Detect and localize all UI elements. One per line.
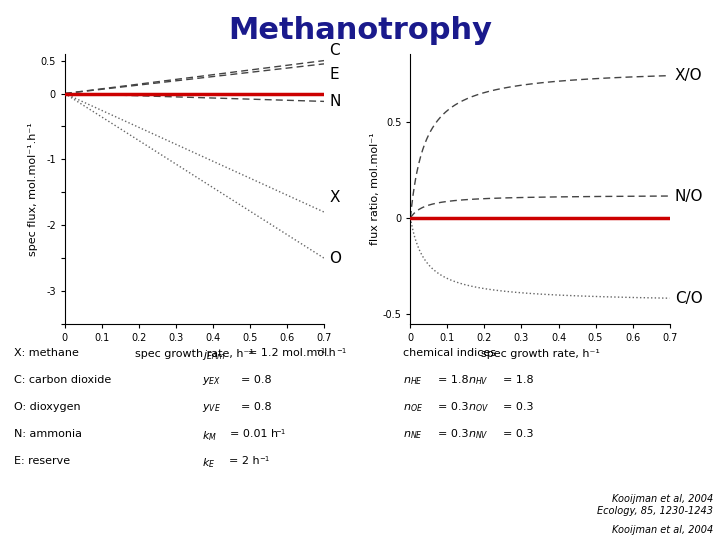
Text: $n_{NV}$: $n_{NV}$ <box>468 429 489 441</box>
Text: $n_{HV}$: $n_{HV}$ <box>468 375 489 387</box>
Text: = 0.01 h: = 0.01 h <box>230 429 279 440</box>
Text: C: C <box>329 43 340 58</box>
X-axis label: spec growth rate, h⁻¹: spec growth rate, h⁻¹ <box>135 349 254 359</box>
Text: chemical indices: chemical indices <box>403 348 496 359</box>
Text: .h: .h <box>325 348 336 359</box>
Text: $k_M$: $k_M$ <box>202 429 217 443</box>
Text: C: carbon dioxide: C: carbon dioxide <box>14 375 112 386</box>
Text: $y_{VE}$: $y_{VE}$ <box>202 402 220 414</box>
Text: $^{-1}$: $^{-1}$ <box>259 456 271 467</box>
Text: C/O: C/O <box>675 291 703 306</box>
Text: = 1.2 mol.mol: = 1.2 mol.mol <box>248 348 328 359</box>
Text: $k_E$: $k_E$ <box>202 456 215 470</box>
Text: $^{-1}$: $^{-1}$ <box>315 348 326 359</box>
Text: $^{-1}$: $^{-1}$ <box>336 348 347 359</box>
Text: $n_{OE}$: $n_{OE}$ <box>403 402 423 414</box>
Text: = 0.3: = 0.3 <box>438 402 468 413</box>
Text: = 0.3: = 0.3 <box>503 402 533 413</box>
Text: = 2 h: = 2 h <box>229 456 260 467</box>
Text: Kooijman et al, 2004
Ecology, 85, 1230-1243: Kooijman et al, 2004 Ecology, 85, 1230-1… <box>597 494 713 516</box>
Text: O: dioxygen: O: dioxygen <box>14 402 81 413</box>
Text: = 0.8: = 0.8 <box>241 375 272 386</box>
Text: X: methane: X: methane <box>14 348 79 359</box>
Text: X/O: X/O <box>675 68 703 83</box>
Y-axis label: spec flux, mol.mol⁻¹.h⁻¹: spec flux, mol.mol⁻¹.h⁻¹ <box>27 122 37 256</box>
Text: O: O <box>329 251 341 266</box>
Text: Methanotrophy: Methanotrophy <box>228 16 492 45</box>
Text: X: X <box>329 191 340 205</box>
Text: N/O: N/O <box>675 188 703 204</box>
Text: $n_{NE}$: $n_{NE}$ <box>403 429 423 441</box>
Text: $y_{EX}$: $y_{EX}$ <box>202 375 221 387</box>
Text: $n_{OV}$: $n_{OV}$ <box>468 402 489 414</box>
Text: N: ammonia: N: ammonia <box>14 429 82 440</box>
Text: = 0.8: = 0.8 <box>241 402 272 413</box>
Text: = 0.3: = 0.3 <box>503 429 533 440</box>
Text: $^{-1}$: $^{-1}$ <box>275 429 287 440</box>
Text: Kooijman et al, 2004: Kooijman et al, 2004 <box>611 524 713 535</box>
X-axis label: spec growth rate, h⁻¹: spec growth rate, h⁻¹ <box>480 349 600 359</box>
Text: N: N <box>329 94 341 109</box>
Text: $n_{HE}$: $n_{HE}$ <box>403 375 423 387</box>
Text: = 1.8: = 1.8 <box>438 375 469 386</box>
Text: = 1.8: = 1.8 <box>503 375 534 386</box>
Text: E: reserve: E: reserve <box>14 456 71 467</box>
Text: = 0.3: = 0.3 <box>438 429 468 440</box>
Text: $j_{EAm}$: $j_{EAm}$ <box>202 348 225 362</box>
Text: E: E <box>329 67 339 82</box>
Y-axis label: flux ratio, mol.mol⁻¹: flux ratio, mol.mol⁻¹ <box>369 133 379 245</box>
